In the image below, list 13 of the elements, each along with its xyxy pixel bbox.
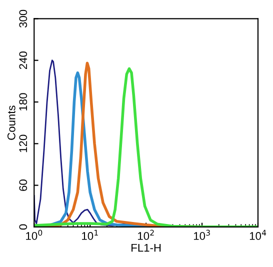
x-tick-label: 10$^{4}$ — [250, 230, 266, 240]
y-tick-label: 60 — [19, 180, 28, 191]
x-tick-label: 10$^{3}$ — [194, 230, 210, 240]
y-axis-title: Counts — [7, 106, 16, 140]
x-tick-label: 10$^{1}$ — [82, 230, 98, 240]
y-tick-label: 120 — [19, 134, 28, 152]
y-tick-label: 240 — [19, 52, 28, 70]
y-tick-label: 180 — [19, 93, 28, 110]
y-tick-label: 300 — [19, 10, 28, 28]
x-axis-title: FL1-H — [132, 244, 161, 252]
x-tick-label: 10$^{2}$ — [138, 230, 154, 240]
x-tick-label: 10$^{0}$ — [26, 230, 42, 240]
y-tick-label: 0 — [19, 224, 28, 230]
